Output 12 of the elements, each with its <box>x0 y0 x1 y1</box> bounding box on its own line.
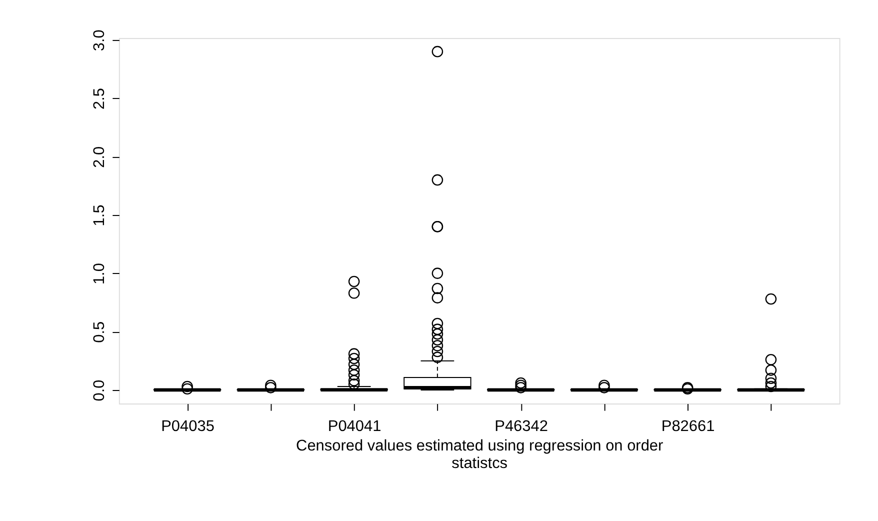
y-tick-label: 2.5 <box>90 88 108 110</box>
y-tick-label: 1.5 <box>90 204 108 226</box>
x-tick-label: P04035 <box>161 418 214 436</box>
x-axis-title: Censored values estimated using regression on order statistcs <box>296 437 664 472</box>
y-tick-label: 2.0 <box>90 146 108 168</box>
y-tick-label: 3.0 <box>90 30 108 52</box>
x-tick-label: P82661 <box>661 418 715 436</box>
y-tick-label: 0.0 <box>90 380 108 402</box>
y-tick-label: 1.0 <box>90 263 108 285</box>
x-tick-label: P46342 <box>494 418 548 436</box>
y-tick-label: 0.5 <box>90 321 108 343</box>
x-tick-label: P04041 <box>328 418 382 436</box>
